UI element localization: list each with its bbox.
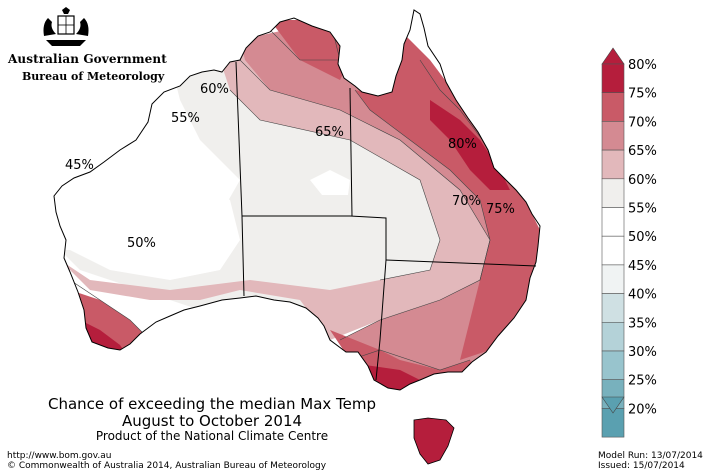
legend-swatch xyxy=(601,264,625,294)
issued-date: Issued: 15/07/2014 xyxy=(598,461,685,471)
bureau-name: Bureau of Meteorology xyxy=(22,70,165,83)
legend-label: 35% xyxy=(628,316,657,331)
legend-swatch xyxy=(601,92,625,122)
copyright-text: © Commonwealth of Australia 2014, Austra… xyxy=(7,461,327,471)
legend-swatch xyxy=(601,235,625,266)
legend-label: 70% xyxy=(628,115,657,130)
state-borders xyxy=(235,61,537,381)
zone-70 xyxy=(240,20,540,380)
legend-label: 80% xyxy=(628,58,657,73)
legend-swatch xyxy=(601,293,625,323)
zone-50 xyxy=(60,180,240,280)
website-link[interactable]: http://www.bom.gov.au xyxy=(7,451,112,461)
legend-label: 30% xyxy=(628,345,657,360)
map-label-55: 55% xyxy=(171,111,200,126)
legend-label: 55% xyxy=(628,202,657,217)
coat-of-arms-icon xyxy=(43,7,89,46)
legend-label: 45% xyxy=(628,259,657,274)
zone-80-qld xyxy=(430,100,510,190)
legend-swatch xyxy=(601,121,625,151)
legend-swatch xyxy=(601,63,625,94)
map-label-45: 45% xyxy=(65,158,94,173)
map-label-60: 60% xyxy=(200,82,229,97)
zone-75-east xyxy=(355,30,540,360)
legend-swatch xyxy=(601,207,625,237)
map-label-75: 75% xyxy=(486,202,515,217)
map-label-80: 80% xyxy=(448,137,477,152)
legend-swatch xyxy=(601,149,625,180)
legend-swatch xyxy=(601,321,625,352)
legend-label: 75% xyxy=(628,87,657,102)
australia-outline xyxy=(53,9,541,391)
legend-swatch xyxy=(601,178,625,208)
legend-label: 60% xyxy=(628,173,657,188)
map-label-65: 65% xyxy=(315,125,344,140)
legend: 80% 75% 70% 65% 60% 55% 50% 45% 40% 35% 30% 25% 20% xyxy=(601,47,657,438)
zone-55-inner xyxy=(310,170,350,195)
map-label-50: 50% xyxy=(127,236,156,251)
legend-swatch xyxy=(601,350,625,381)
map-product: Product of the National Climate Centre xyxy=(95,429,329,443)
government-name: Australian Government xyxy=(8,52,167,66)
map-period: August to October 2014 xyxy=(121,412,303,430)
legend-arrow-down xyxy=(601,396,625,414)
legend-label: 50% xyxy=(628,230,657,245)
legend-label: 40% xyxy=(628,288,657,303)
legend-arrow-up xyxy=(601,47,625,65)
legend-label: 65% xyxy=(628,144,657,159)
tasmania xyxy=(413,417,455,465)
legend-label: 25% xyxy=(628,374,657,389)
model-run-date: Model Run: 13/07/2014 xyxy=(598,451,703,461)
map-title: Chance of exceeding the median Max Temp xyxy=(47,395,377,413)
legend-label: 20% xyxy=(628,402,657,417)
zone-75-north xyxy=(270,20,350,80)
map-label-70: 70% xyxy=(452,194,481,209)
